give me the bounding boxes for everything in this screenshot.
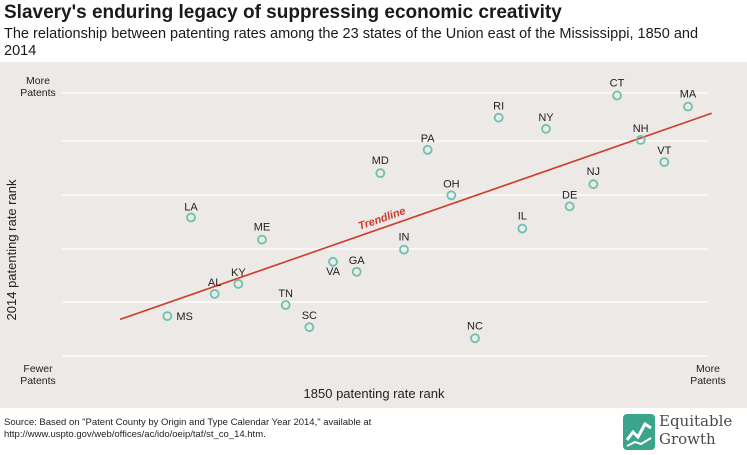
point-marker-nj [588, 179, 599, 190]
point-marker-nc [470, 333, 480, 344]
point-marker-il [517, 223, 528, 234]
logo-text-equitable: Equitable [659, 412, 733, 430]
point-label-nj: NJ [587, 166, 600, 178]
point-marker-in [399, 244, 409, 255]
point-marker-oh [446, 190, 457, 201]
point-marker-de [564, 201, 575, 212]
point-label-me: ME [254, 222, 271, 234]
point-marker-va [328, 256, 338, 267]
point-marker-vt [659, 157, 670, 167]
point-label-nc: NC [467, 320, 483, 332]
point-marker-la [186, 212, 196, 223]
point-label-ga: GA [349, 255, 366, 267]
y-axis-low-label: Fewer Patents [20, 363, 56, 387]
point-label-ct: CT [610, 78, 625, 90]
chart-title: Slavery's enduring legacy of suppressing… [4, 2, 562, 23]
point-marker-tn [280, 300, 291, 310]
point-label-ky: KY [231, 267, 246, 279]
data-points: MS LA AL KY ME TN SC VA GA MD IN PA OH NC RI IL NY DE NJ CT… [162, 78, 697, 344]
point-label-al: AL [208, 277, 221, 289]
point-marker-ct [612, 90, 622, 101]
point-label-tn: TN [278, 288, 293, 300]
point-marker-al [209, 289, 220, 299]
point-label-pa: PA [421, 133, 436, 145]
point-marker-pa [422, 144, 433, 155]
point-marker-nh [635, 134, 646, 145]
equitable-growth-logo: Equitable Growth [623, 412, 741, 452]
point-label-va: VA [326, 266, 341, 278]
point-marker-sc [304, 322, 315, 333]
gridlines [62, 92, 708, 357]
point-label-ms: MS [176, 311, 193, 323]
source-note: Source: Based on "Patent County by Origi… [4, 417, 372, 440]
y-axis-title: 2014 patenting rate rank [4, 179, 19, 320]
point-label-vt: VT [657, 145, 671, 157]
point-marker-ga [351, 266, 362, 277]
point-label-in: IN [399, 232, 410, 244]
point-label-ny: NY [538, 112, 554, 124]
point-label-ma: MA [680, 89, 697, 101]
point-marker-ny [541, 123, 551, 134]
point-marker-ky [233, 279, 244, 289]
y-axis-high-label: More Patents [20, 75, 56, 99]
point-marker-md [375, 168, 386, 179]
x-axis-title: 1850 patenting rate rank [304, 386, 445, 401]
point-label-ri: RI [493, 101, 504, 113]
chart-subtitle: The relationship between patenting rates… [4, 26, 699, 59]
point-marker-ri [493, 112, 504, 123]
point-label-sc: SC [302, 310, 317, 322]
point-label-de: DE [562, 189, 577, 201]
logo-icon [623, 414, 655, 450]
point-label-la: LA [184, 201, 198, 213]
point-label-oh: OH [443, 178, 460, 190]
logo-text-growth: Growth [659, 430, 716, 448]
point-marker-me [257, 234, 267, 245]
point-label-md: MD [372, 155, 389, 167]
point-label-il: IL [518, 211, 527, 223]
point-marker-ms [162, 311, 173, 322]
x-axis-high-label: More Patents [690, 363, 726, 387]
trendline [119, 112, 712, 321]
plot-background [0, 62, 747, 408]
point-marker-ma [683, 101, 693, 112]
point-label-nh: NH [633, 123, 649, 135]
